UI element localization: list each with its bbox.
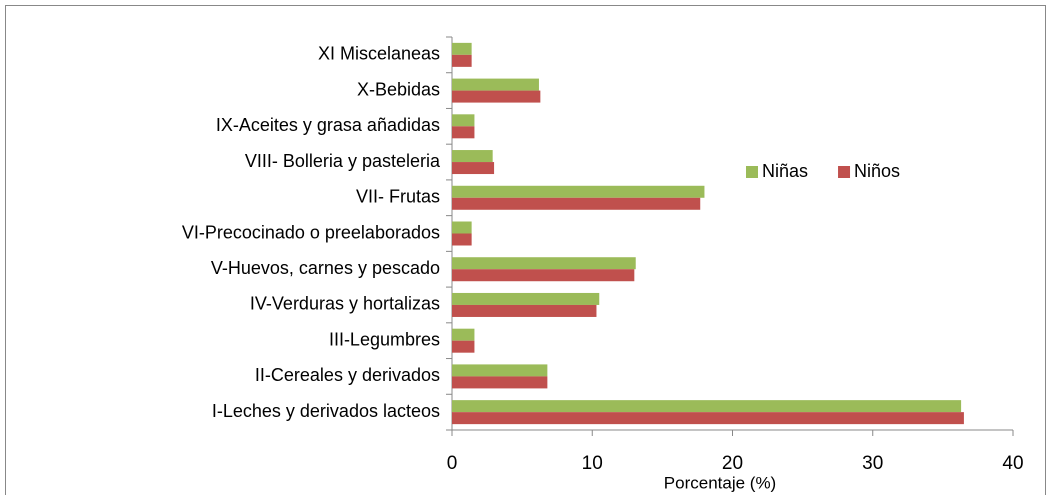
- bar: [452, 269, 635, 282]
- bar: [452, 376, 548, 389]
- y-tick-label: II-Cereales y derivados: [255, 365, 440, 385]
- y-tick-label: X-Bebidas: [357, 79, 440, 99]
- legend-swatch: [838, 166, 851, 178]
- bar: [452, 185, 705, 198]
- bar: [452, 292, 600, 305]
- x-tick-label: 20: [722, 453, 743, 474]
- y-tick-label: I-Leches y derivados lacteos: [212, 401, 440, 421]
- bar: [452, 197, 701, 210]
- y-tick-label: V-Huevos, carnes y pescado: [211, 258, 440, 278]
- bar: [452, 42, 472, 55]
- bar: [452, 340, 475, 353]
- bar: [452, 233, 472, 246]
- x-axis-label: Porcentaje (%): [664, 473, 776, 492]
- x-tick-label: 0: [447, 453, 458, 474]
- legend-label: Niños: [854, 161, 900, 181]
- x-tick-label: 10: [582, 453, 603, 474]
- bar: [452, 221, 472, 234]
- bar: [452, 304, 597, 317]
- y-tick-label: VI-Precocinado o preelaborados: [182, 222, 440, 242]
- bar: [452, 162, 495, 175]
- bar: [452, 400, 962, 413]
- bar: [452, 364, 548, 377]
- bar: [452, 90, 541, 103]
- y-tick-label: XI Miscelaneas: [318, 44, 440, 64]
- y-tick-label: IX-Aceites y grasa añadidas: [216, 115, 440, 135]
- bar: [452, 257, 636, 270]
- bar: [452, 412, 964, 425]
- bar: [452, 114, 475, 127]
- bar: [452, 54, 472, 67]
- y-tick-label: VIII- Bolleria y pasteleria: [245, 151, 441, 171]
- bar: [452, 126, 475, 139]
- y-tick-label: III-Legumbres: [329, 329, 440, 349]
- bar: [452, 78, 539, 91]
- legend-label: Niñas: [762, 161, 808, 181]
- x-tick-label: 40: [1002, 453, 1023, 474]
- y-tick-label: IV-Verduras y hortalizas: [250, 294, 440, 314]
- y-tick-label: VII- Frutas: [356, 187, 440, 207]
- legend-swatch: [746, 166, 758, 178]
- bar: [452, 150, 493, 163]
- x-tick-label: 30: [862, 453, 883, 474]
- bar: [452, 328, 475, 341]
